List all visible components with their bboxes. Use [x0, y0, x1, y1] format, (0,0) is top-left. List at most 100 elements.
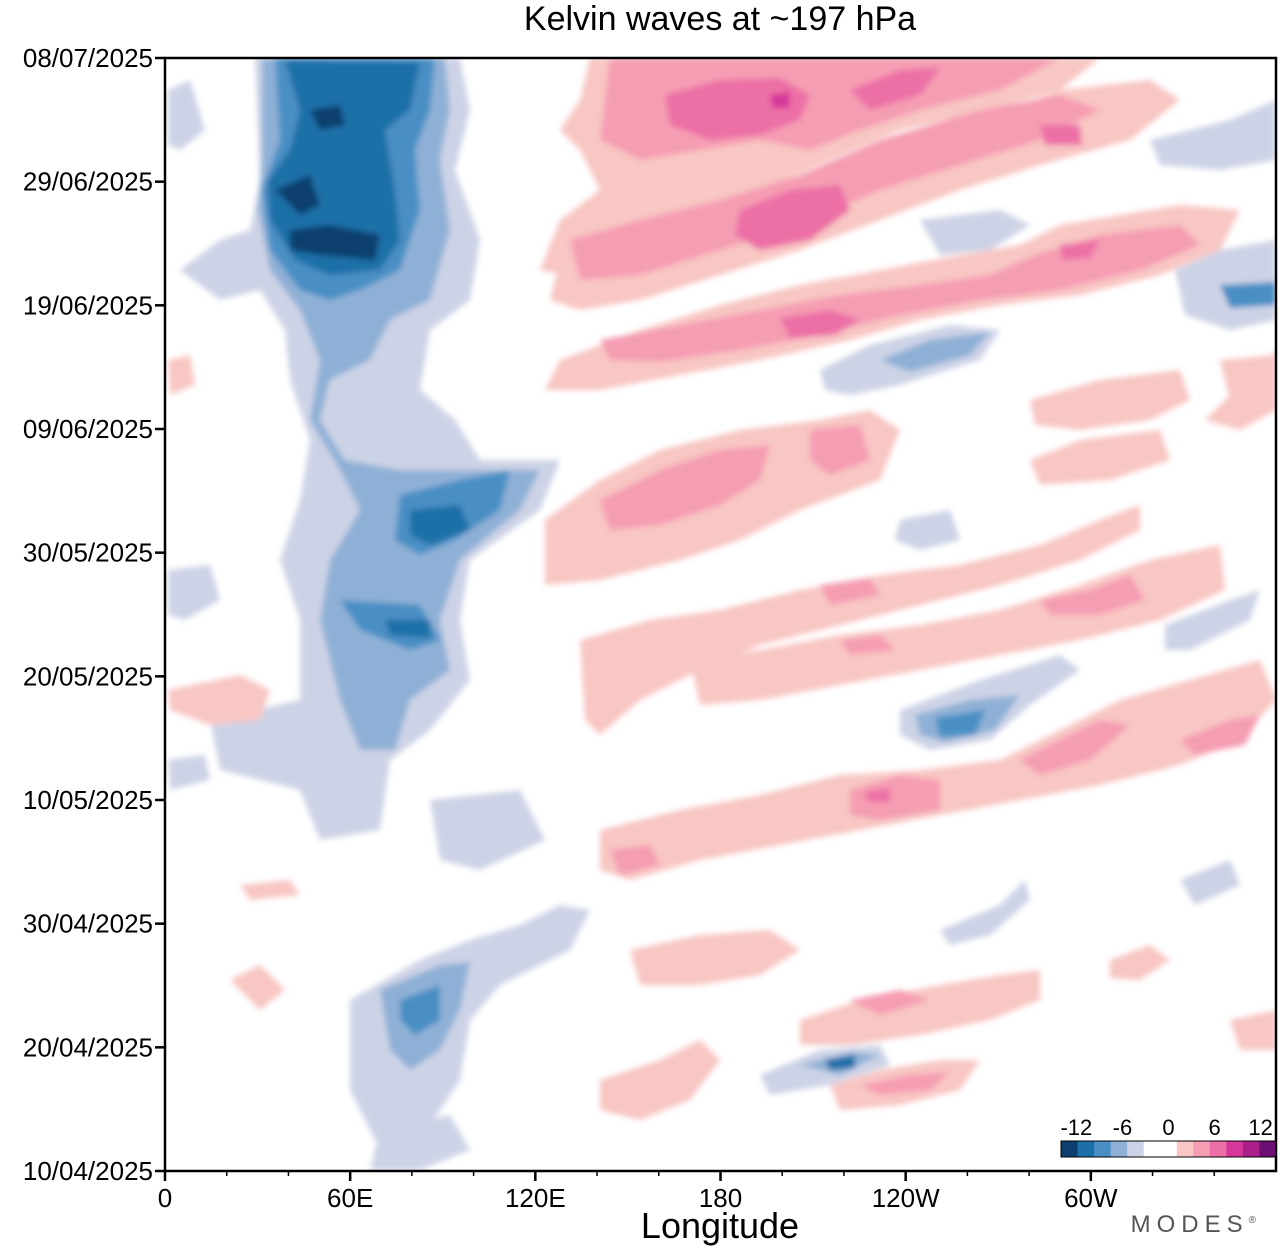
colorbar-label: -6	[1113, 1115, 1133, 1140]
colorbar-swatch	[1143, 1141, 1161, 1157]
x-tick-label: 0	[158, 1183, 172, 1213]
x-tick-label: 60W	[1064, 1183, 1118, 1213]
colorbar-border	[1060, 1140, 1277, 1158]
colorbar-label: -12	[1060, 1115, 1092, 1140]
y-tick-label: 19/06/2025	[23, 290, 153, 320]
negative-anomaly-region	[940, 880, 1030, 945]
colorbar-swatch	[1110, 1141, 1128, 1157]
positive-anomaly-region	[665, 78, 810, 140]
positive-anomaly-region	[630, 930, 800, 985]
colorbar: -12 -6 0 6 12	[1060, 1115, 1277, 1158]
positive-anomaly-region	[860, 1072, 950, 1095]
negative-anomaly-region	[1220, 282, 1276, 308]
colorbar-label: 6	[1208, 1115, 1220, 1140]
negative-anomaly-region	[385, 620, 430, 638]
modes-logo: MODES®	[1131, 1211, 1256, 1239]
negative-anomaly-region	[268, 60, 420, 275]
positive-anomaly-region	[168, 675, 270, 725]
positive-anomaly-region	[810, 425, 870, 475]
positive-anomaly-region	[240, 880, 300, 900]
positive-anomaly-region	[1030, 430, 1170, 485]
colorbar-swatch	[1094, 1141, 1112, 1157]
y-tick-label: 10/04/2025	[23, 1156, 153, 1186]
contour-field	[165, 58, 1276, 1171]
y-tick-label: 30/05/2025	[23, 538, 153, 568]
colorbar-swatch	[1077, 1141, 1095, 1157]
y-tick-label: 20/04/2025	[23, 1032, 153, 1062]
negative-anomaly-region	[350, 905, 590, 1150]
negative-anomaly-region	[920, 210, 1030, 255]
y-tick-label: 30/04/2025	[23, 909, 153, 939]
negative-anomaly-region	[880, 332, 990, 372]
positive-anomaly-region	[780, 310, 860, 338]
negative-anomaly-region	[168, 565, 220, 620]
x-tick-label: 180	[699, 1183, 742, 1213]
negative-anomaly-region	[275, 105, 380, 260]
positive-anomaly-region	[610, 845, 660, 875]
positive-anomaly-region	[690, 545, 1225, 705]
y-axis: 08/07/2025 29/06/2025 19/06/2025 09/06/2025…	[23, 43, 165, 1186]
x-tick-label: 60E	[327, 1183, 373, 1213]
positive-anomaly-region	[1040, 125, 1082, 145]
x-tick-label: 120E	[505, 1183, 566, 1213]
positive-anomaly-region	[770, 92, 790, 108]
chart-title: Kelvin waves at ~197 hPa	[524, 0, 916, 38]
colorbar-swatch	[1127, 1141, 1145, 1157]
y-tick-label: 08/07/2025	[23, 43, 153, 73]
colorbar-swatch	[1259, 1141, 1277, 1157]
negative-anomaly-region	[1165, 590, 1260, 650]
positive-anomaly-region	[168, 355, 195, 395]
negative-anomaly-region	[370, 1115, 470, 1170]
y-tick-label: 20/05/2025	[23, 661, 153, 691]
colorbar-swatch	[1209, 1141, 1227, 1157]
positive-anomaly-region	[580, 505, 1140, 735]
positive-anomaly-region	[1040, 575, 1145, 615]
logo-mark: ®	[1248, 1215, 1256, 1226]
colorbar-swatch	[1242, 1141, 1260, 1157]
positive-anomaly-region	[600, 660, 1276, 880]
positive-anomaly-region	[840, 635, 895, 655]
negative-anomaly-region	[1150, 100, 1276, 170]
colorbar-swatch	[1176, 1141, 1194, 1157]
y-tick-label: 09/06/2025	[23, 414, 153, 444]
y-tick-label: 29/06/2025	[23, 167, 153, 197]
positive-anomaly-region	[600, 1040, 720, 1120]
positive-anomaly-region	[1180, 715, 1260, 755]
colorbar-label: 12	[1248, 1115, 1272, 1140]
positive-anomaly-region	[600, 225, 1200, 362]
negative-anomaly-region	[168, 80, 205, 150]
negative-anomaly-region	[430, 790, 545, 870]
colorbar-label: 0	[1162, 1115, 1174, 1140]
negative-anomaly-region	[168, 755, 210, 790]
negative-anomaly-region	[935, 710, 985, 737]
positive-anomaly-region	[600, 445, 770, 530]
colorbar-swatch	[1160, 1141, 1178, 1157]
x-tick-label: 120W	[872, 1183, 940, 1213]
positive-anomaly-region	[735, 185, 850, 250]
positive-anomaly-region	[1110, 945, 1170, 980]
positive-anomaly-region	[1230, 1010, 1276, 1050]
positive-anomaly-region	[820, 578, 880, 605]
positive-anomaly-region	[865, 788, 890, 802]
positive-anomaly-region	[1060, 240, 1100, 260]
positive-anomaly-region	[850, 68, 940, 110]
x-axis: 0 60E 120E 180 120W 60W	[158, 1171, 1216, 1213]
positive-anomaly-region	[1020, 720, 1130, 775]
positive-anomaly-region	[850, 990, 930, 1015]
positive-anomaly-region	[230, 965, 285, 1010]
negative-anomaly-region	[825, 1055, 855, 1070]
colorbar-swatch	[1061, 1141, 1079, 1157]
x-axis-title: Longitude	[641, 1205, 799, 1246]
positive-anomaly-region	[1030, 370, 1190, 430]
positive-anomaly-region	[850, 775, 940, 820]
logo-text: MODES	[1130, 1211, 1249, 1238]
negative-anomaly-region	[400, 985, 440, 1035]
colorbar-swatch	[1226, 1141, 1244, 1157]
positive-anomaly-region	[1220, 355, 1276, 400]
negative-anomaly-region	[410, 505, 470, 545]
negative-anomaly-region	[895, 510, 960, 550]
positive-anomaly-region	[800, 970, 1040, 1045]
y-tick-label: 10/05/2025	[23, 785, 153, 815]
negative-anomaly-region	[1180, 860, 1240, 905]
